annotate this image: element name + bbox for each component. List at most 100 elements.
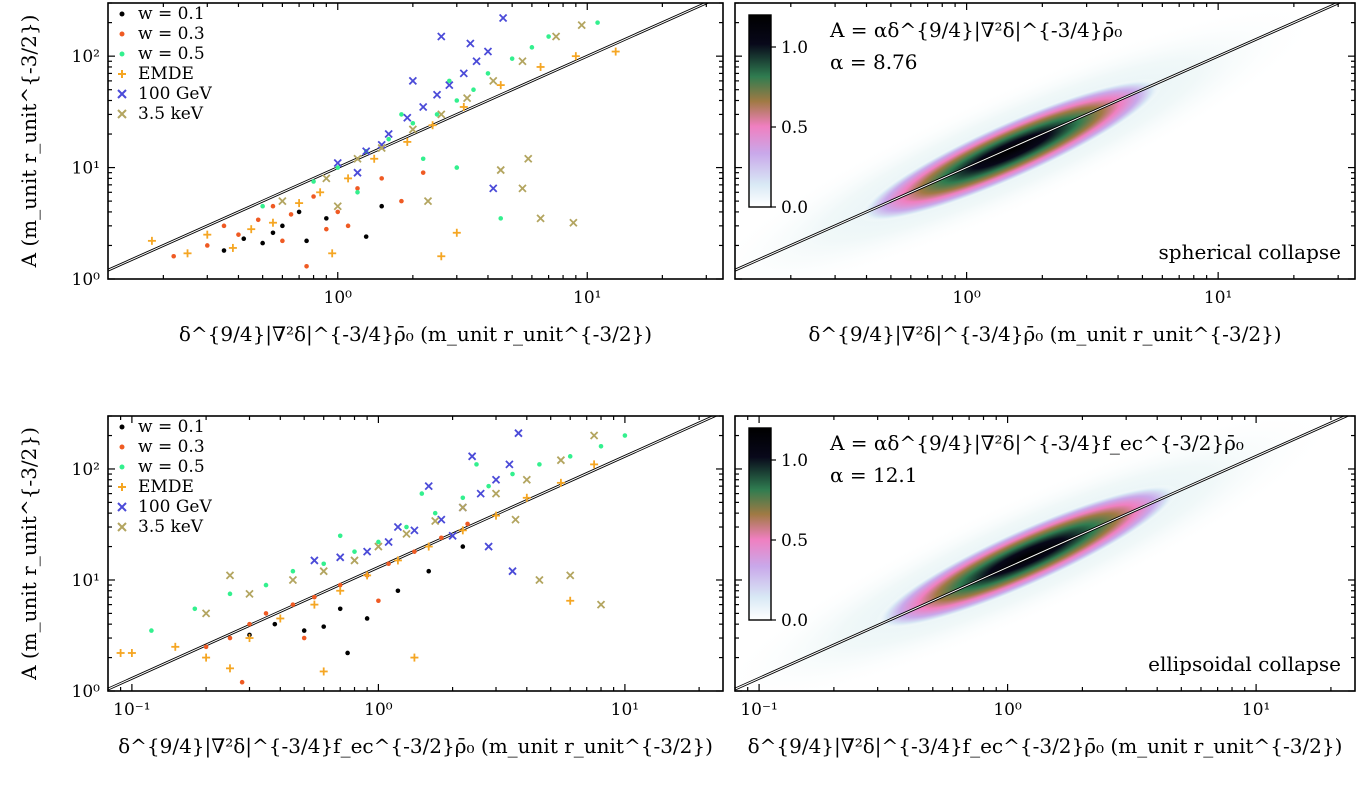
data-point: [374, 542, 383, 551]
data-point: [395, 588, 401, 594]
legend-label: w = 0.5: [138, 457, 205, 477]
data-point: [337, 606, 343, 612]
data-point: [472, 57, 481, 66]
data-point: [192, 606, 198, 612]
data-point: [345, 223, 351, 229]
legend-marker: [119, 31, 125, 37]
data-point: [363, 571, 372, 580]
data-point: [454, 165, 460, 170]
data-point: [491, 489, 501, 498]
x-tick-label: 10⁰: [324, 288, 353, 308]
data-point: [410, 526, 419, 535]
data-point: [465, 521, 470, 527]
data-point: [536, 62, 545, 71]
colorbar-tick-label: 1.0: [781, 451, 808, 471]
data-point: [221, 223, 227, 229]
data-point: [386, 136, 391, 142]
collapse-label: ellipsoidal collapse: [1148, 652, 1341, 676]
data-point: [225, 664, 234, 673]
data-point: [268, 218, 277, 227]
data-point: [445, 80, 454, 90]
y-tick-label: 10⁰: [72, 682, 101, 702]
data-point: [310, 600, 319, 609]
data-point: [569, 218, 578, 227]
data-point: [316, 188, 325, 197]
data-point: [202, 653, 211, 662]
x-tick-label: 10⁰: [993, 700, 1022, 720]
x-tick-label: 10⁰: [952, 288, 981, 308]
legend-label: 100 GeV: [138, 497, 212, 517]
data-point: [311, 194, 316, 199]
data-point: [263, 582, 269, 588]
data-point: [393, 556, 402, 565]
data-point: [353, 154, 362, 163]
data-point: [393, 522, 403, 532]
data-point: [420, 156, 426, 162]
data-point: [595, 20, 600, 25]
legend-label: EMDE: [138, 477, 194, 497]
data-point: [460, 495, 466, 501]
data-point: [280, 223, 285, 229]
data-point: [439, 535, 444, 541]
data-point: [260, 203, 265, 209]
data-point: [476, 489, 485, 498]
data-point: [611, 47, 620, 56]
data-point: [518, 57, 527, 66]
data-point: [566, 571, 575, 580]
x-tick-label: 10¹: [573, 288, 601, 308]
data-point: [448, 531, 457, 540]
data-point: [239, 679, 245, 685]
data-point: [419, 102, 428, 112]
data-point: [278, 196, 287, 206]
data-point: [272, 621, 278, 627]
data-point: [459, 69, 468, 78]
data-point: [204, 243, 210, 248]
y-tick-label: 10²: [72, 47, 100, 67]
data-point: [537, 462, 542, 467]
formula-annotation: A = αδ^{9/4}|∇²δ|^{-3/4}f_ec^{-3/2}ρ̄₀: [829, 431, 1244, 456]
data-point: [290, 568, 296, 574]
alpha-annotation: α = 12.1: [830, 463, 918, 487]
data-point: [458, 503, 467, 512]
data-point: [384, 537, 393, 547]
data-point: [431, 516, 440, 526]
data-point: [509, 56, 515, 61]
data-point: [324, 216, 329, 221]
data-point: [489, 76, 498, 86]
data-point: [511, 515, 520, 524]
data-point: [304, 264, 309, 269]
one-to-one-line-inner: [735, 3, 1340, 271]
data-point: [335, 209, 341, 215]
colorbar-tick-label: 0.0: [781, 611, 808, 631]
data-point: [596, 600, 606, 609]
x-tick-label: 10¹: [1204, 288, 1232, 308]
data-point: [404, 524, 409, 530]
data-point: [350, 556, 359, 565]
data-point: [466, 39, 475, 48]
colorbar-tick-label: 0.5: [781, 118, 808, 138]
data-point: [127, 648, 136, 657]
data-point: [402, 529, 411, 539]
data-point: [260, 240, 265, 246]
data-point: [227, 635, 233, 641]
legend-label: w = 0.1: [138, 417, 205, 437]
data-point: [333, 158, 342, 168]
data-point: [408, 125, 417, 134]
data-point: [419, 491, 425, 496]
x-tick-label: 10⁻¹: [113, 700, 150, 720]
data-point: [203, 644, 209, 650]
data-point: [437, 252, 446, 261]
data-point: [399, 198, 404, 204]
data-point: [384, 129, 393, 139]
data-point: [412, 549, 417, 554]
x-axis-label: δ^{9/4}|∇²δ|^{-3/4}f_ec^{-3/2}ρ̄₀ (m_uni…: [748, 734, 1343, 759]
data-point: [567, 454, 573, 459]
data-point: [546, 34, 551, 39]
data-point: [496, 165, 505, 175]
x-tick-label: 10⁻¹: [740, 700, 777, 720]
data-point: [228, 243, 237, 252]
data-point: [290, 602, 296, 607]
formula-annotation: A = αδ^{9/4}|∇²δ|^{-3/4}ρ̄₀: [829, 18, 1122, 43]
data-point: [485, 71, 491, 76]
